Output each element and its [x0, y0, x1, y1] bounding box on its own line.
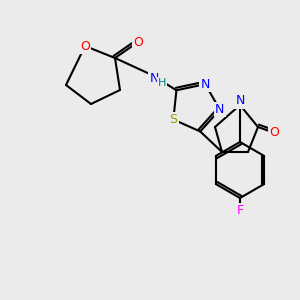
Text: N: N — [200, 78, 210, 91]
Text: N: N — [149, 71, 159, 85]
Text: F: F — [236, 205, 244, 218]
Text: O: O — [80, 40, 90, 52]
Text: O: O — [133, 35, 143, 49]
Text: H: H — [158, 78, 166, 88]
Text: S: S — [169, 113, 177, 126]
Text: N: N — [235, 94, 245, 107]
Text: O: O — [269, 125, 279, 139]
Text: N: N — [215, 103, 225, 116]
